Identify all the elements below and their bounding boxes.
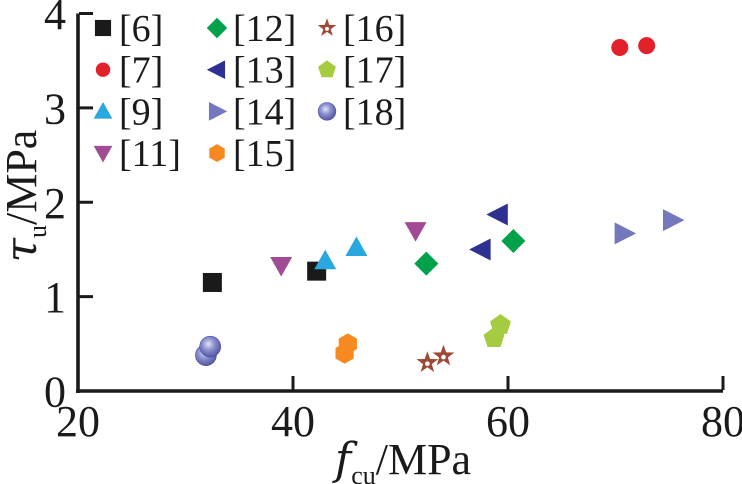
- circle-icon: [95, 62, 111, 77]
- series-7: [611, 37, 656, 56]
- legend-item-17: [17]: [318, 50, 406, 92]
- data-point: [314, 249, 337, 270]
- legend-label: [6]: [119, 8, 163, 50]
- y-axis-symbol: τ: [0, 238, 47, 263]
- legend: [6][7][9][11] [12][13][14][15] [16][17][18…: [93, 8, 406, 175]
- y-axis-subscript: u: [22, 225, 52, 239]
- data-point: [199, 335, 222, 358]
- data-points: [195, 37, 685, 372]
- x-axis-subscript: cu: [351, 460, 376, 484]
- series-11: [270, 222, 427, 277]
- legend-label: [7]: [119, 50, 163, 92]
- legend-label: [16]: [343, 8, 406, 50]
- data-point: [404, 222, 427, 242]
- series-6: [202, 261, 327, 292]
- triangle-up-icon: [93, 102, 113, 119]
- data-point: [638, 37, 656, 55]
- star-open-icon: [317, 18, 337, 36]
- series-12: [414, 228, 526, 276]
- y-axis-unit: /MPa: [0, 129, 46, 226]
- legend-label: [14]: [233, 91, 296, 133]
- data-point: [486, 203, 508, 226]
- triangle-left-icon: [206, 60, 226, 80]
- square-icon: [94, 19, 112, 37]
- diamond-icon: [206, 17, 228, 39]
- x-axis-unit: /MPa: [375, 435, 472, 484]
- series-18: [195, 335, 222, 366]
- x-axis-symbol: f: [334, 434, 352, 484]
- series-15: [335, 333, 357, 364]
- y-tick-label-4: 4: [44, 0, 66, 39]
- legend-label: [17]: [343, 50, 406, 92]
- x-tick-label-80: 80: [701, 397, 742, 446]
- pentagon-icon: [318, 60, 336, 78]
- legend-label: [15]: [233, 133, 296, 175]
- legend-item-11: [11]: [93, 133, 181, 175]
- data-point: [490, 313, 511, 334]
- legend-label: [13]: [233, 50, 296, 92]
- axes: 20 40 60 80 0 1 2 3 4: [44, 0, 742, 446]
- series-17: [483, 313, 511, 348]
- data-point: [202, 272, 222, 292]
- legend-item-7: [7]: [95, 50, 163, 92]
- triangle-right-icon: [208, 102, 228, 121]
- data-point: [614, 222, 637, 245]
- x-tick-label-20: 20: [56, 397, 100, 446]
- legend-item-12: [12]: [206, 8, 296, 50]
- series-9: [314, 236, 368, 270]
- data-point: [469, 238, 491, 261]
- legend-label: [11]: [119, 133, 181, 175]
- legend-item-9: [9]: [93, 91, 163, 133]
- series-14: [614, 209, 685, 245]
- legend-label: [18]: [343, 91, 406, 133]
- data-point: [662, 209, 685, 232]
- x-axis-title: fcu/MPa: [335, 435, 472, 484]
- data-point: [611, 38, 629, 56]
- series-16: [416, 344, 455, 372]
- data-point: [432, 344, 455, 366]
- legend-label: [9]: [119, 91, 163, 133]
- data-point: [270, 256, 293, 277]
- x-tick-label-60: 60: [486, 397, 530, 446]
- data-point: [501, 228, 526, 253]
- legend-item-16: [16]: [317, 8, 406, 50]
- y-tick-label-2: 2: [44, 179, 66, 228]
- legend-item-18: [18]: [317, 91, 406, 133]
- data-point: [345, 236, 368, 257]
- legend-item-13: [13]: [206, 50, 296, 92]
- x-tick-label-40: 40: [271, 397, 315, 446]
- data-point: [338, 333, 357, 355]
- sphere-icon: [317, 102, 337, 121]
- hexagon-icon: [209, 144, 225, 163]
- data-point: [414, 251, 439, 276]
- legend-item-6: [6]: [94, 8, 163, 50]
- y-tick-label-0: 0: [44, 368, 66, 417]
- legend-label: [12]: [233, 8, 296, 50]
- data-point: [416, 351, 439, 372]
- legend-item-15: [15]: [209, 133, 296, 175]
- legend-item-14: [14]: [208, 91, 296, 133]
- triangle-down-icon: [93, 145, 113, 163]
- y-axis-title: τu/MPa: [0, 46, 52, 346]
- y-tick-label-3: 3: [44, 84, 66, 133]
- y-tick-label-1: 1: [44, 273, 66, 322]
- series-13: [469, 203, 508, 261]
